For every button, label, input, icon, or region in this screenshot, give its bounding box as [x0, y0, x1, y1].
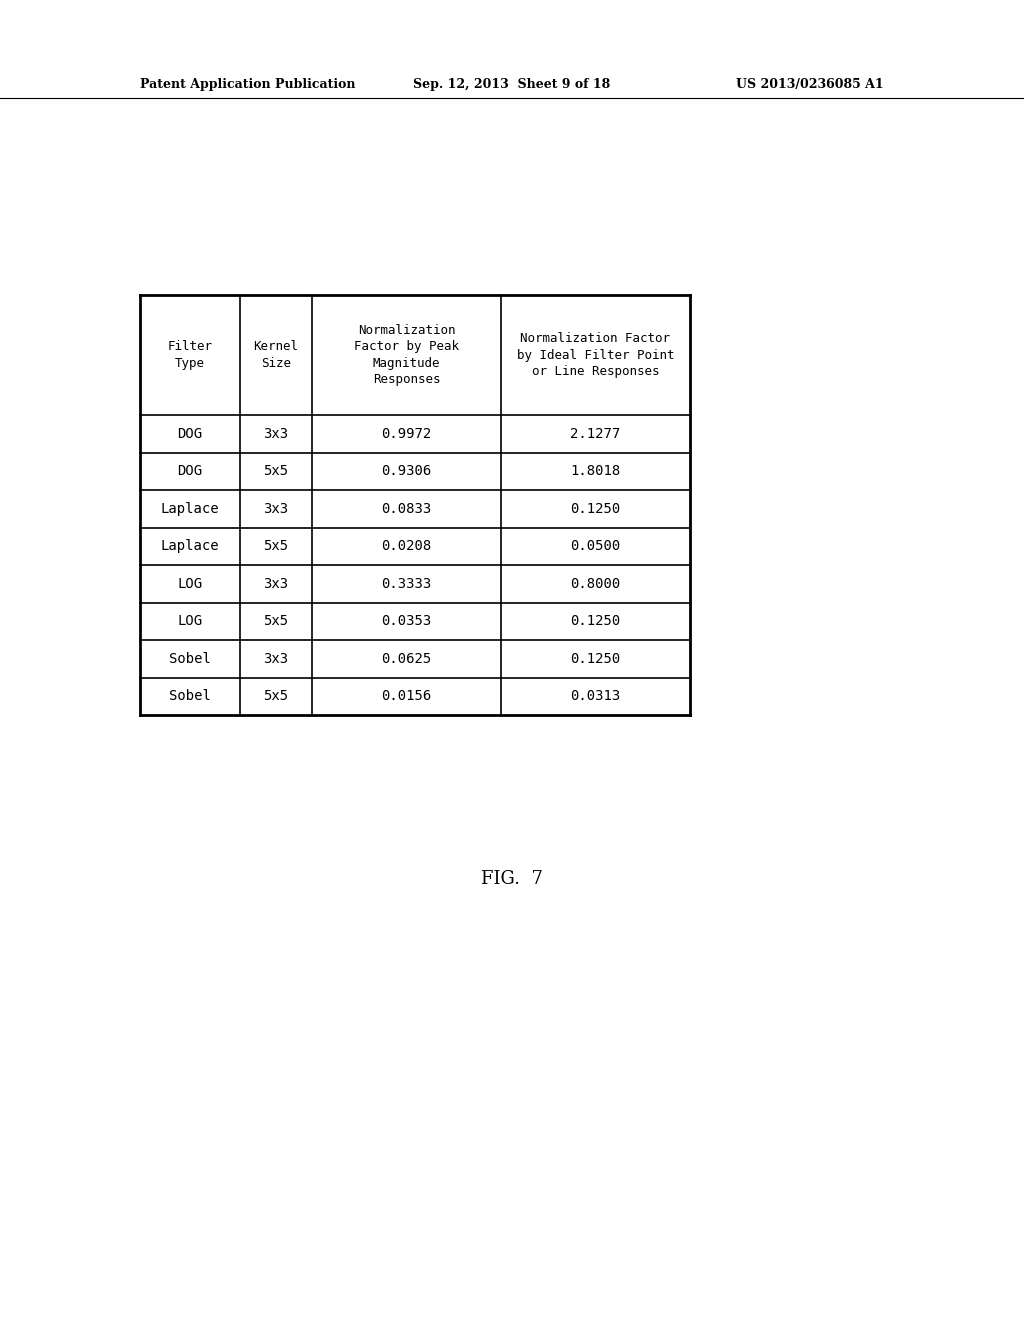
Text: DOG: DOG — [177, 426, 203, 441]
Text: 5x5: 5x5 — [263, 614, 289, 628]
Text: 0.0353: 0.0353 — [381, 614, 431, 628]
Text: 0.1250: 0.1250 — [570, 502, 621, 516]
Text: 5x5: 5x5 — [263, 540, 289, 553]
Text: Normalization Factor
by Ideal Filter Point
or Line Responses: Normalization Factor by Ideal Filter Poi… — [517, 333, 674, 378]
Text: Laplace: Laplace — [161, 502, 219, 516]
Text: 0.0833: 0.0833 — [381, 502, 431, 516]
Text: 0.0208: 0.0208 — [381, 540, 431, 553]
Text: LOG: LOG — [177, 614, 203, 628]
Text: 0.1250: 0.1250 — [570, 614, 621, 628]
Text: 1.8018: 1.8018 — [570, 465, 621, 478]
Text: Kernel
Size: Kernel Size — [253, 341, 298, 370]
Text: 3x3: 3x3 — [263, 652, 289, 665]
Text: 0.0156: 0.0156 — [381, 689, 431, 704]
Text: Normalization
Factor by Peak
Magnitude
Responses: Normalization Factor by Peak Magnitude R… — [354, 323, 459, 387]
Text: 0.0625: 0.0625 — [381, 652, 431, 665]
Text: 0.9972: 0.9972 — [381, 426, 431, 441]
Text: 5x5: 5x5 — [263, 465, 289, 478]
Text: LOG: LOG — [177, 577, 203, 591]
Text: Sobel: Sobel — [169, 689, 211, 704]
Text: 5x5: 5x5 — [263, 689, 289, 704]
Text: 3x3: 3x3 — [263, 577, 289, 591]
Text: Sobel: Sobel — [169, 652, 211, 665]
Text: 0.0500: 0.0500 — [570, 540, 621, 553]
Text: DOG: DOG — [177, 465, 203, 478]
Text: 0.8000: 0.8000 — [570, 577, 621, 591]
Text: US 2013/0236085 A1: US 2013/0236085 A1 — [736, 78, 884, 91]
Text: Laplace: Laplace — [161, 540, 219, 553]
Text: 0.3333: 0.3333 — [381, 577, 431, 591]
Text: 3x3: 3x3 — [263, 502, 289, 516]
Text: 3x3: 3x3 — [263, 426, 289, 441]
Text: FIG.  7: FIG. 7 — [481, 870, 543, 888]
Text: Sep. 12, 2013  Sheet 9 of 18: Sep. 12, 2013 Sheet 9 of 18 — [414, 78, 610, 91]
Text: 0.1250: 0.1250 — [570, 652, 621, 665]
Text: 0.0313: 0.0313 — [570, 689, 621, 704]
Text: Filter
Type: Filter Type — [167, 341, 212, 370]
Text: 0.9306: 0.9306 — [381, 465, 431, 478]
Text: 2.1277: 2.1277 — [570, 426, 621, 441]
Text: Patent Application Publication: Patent Application Publication — [140, 78, 355, 91]
